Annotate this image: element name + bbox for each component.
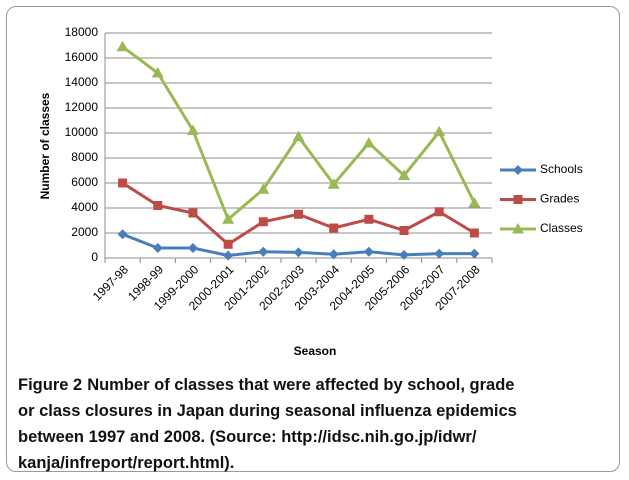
data-point xyxy=(434,248,445,259)
data-point xyxy=(222,213,235,224)
caption-label: Figure 2 xyxy=(18,376,83,394)
y-tick-label: 0 xyxy=(91,250,98,264)
data-point xyxy=(152,243,163,253)
data-point xyxy=(329,223,339,233)
y-tick-label: 4000 xyxy=(71,200,98,214)
data-point xyxy=(117,229,128,240)
y-axis-label: Number of classes xyxy=(38,92,52,199)
data-point xyxy=(258,217,268,227)
y-tick-label: 2000 xyxy=(71,225,98,239)
data-point xyxy=(468,197,481,208)
chart: Number of classes Season 0 2000 4000 6000 80… xyxy=(38,25,583,358)
legend-marker xyxy=(513,165,523,175)
data-point xyxy=(186,124,199,135)
y-tick-label: 12000 xyxy=(65,100,99,114)
data-point xyxy=(292,130,305,142)
data-point xyxy=(434,207,444,217)
caption-line: kanja/infreport/report.html). xyxy=(18,454,235,472)
data-point xyxy=(469,248,480,259)
data-point xyxy=(188,208,198,218)
y-tick-label: 16000 xyxy=(65,50,99,64)
figure-frame xyxy=(6,6,620,472)
data-point xyxy=(294,209,303,219)
legend-marker xyxy=(513,195,523,204)
legend-label: Schools xyxy=(540,162,583,176)
legend-label: Grades xyxy=(540,192,579,206)
data-point xyxy=(399,226,409,235)
data-point xyxy=(364,214,374,224)
data-point xyxy=(398,169,411,180)
caption-line: or class closures in Japan during season… xyxy=(18,402,517,420)
data-point xyxy=(433,125,446,137)
caption-line: between 1997 and 2008. (Source: http://i… xyxy=(18,428,477,446)
data-point xyxy=(399,249,410,260)
data-point xyxy=(363,246,374,257)
x-tick-label: 1997-98 xyxy=(90,262,131,303)
y-tick-label: 8000 xyxy=(71,150,98,164)
caption-line: Figure 2 Number of classes that were affe… xyxy=(18,372,618,398)
data-point xyxy=(223,239,233,249)
data-point xyxy=(187,243,198,253)
data-point xyxy=(223,250,234,261)
caption-text: Number of classes that were affected by … xyxy=(87,376,515,394)
y-tick-label: 10000 xyxy=(65,125,99,139)
y-tick-label: 14000 xyxy=(65,75,99,89)
caption: Figure 2 Number of classes that were affe… xyxy=(18,372,618,476)
data-point xyxy=(327,178,340,189)
data-point xyxy=(293,247,304,258)
x-axis-label: Season xyxy=(294,344,337,358)
legend-label: Classes xyxy=(540,221,583,235)
data-point xyxy=(151,67,164,78)
data-point xyxy=(362,137,375,148)
data-point xyxy=(116,40,129,52)
y-tick-label: 6000 xyxy=(71,175,98,189)
y-tick-label: 18000 xyxy=(65,25,99,39)
data-point xyxy=(469,228,479,238)
legend-marker xyxy=(512,223,524,234)
data-point xyxy=(258,246,269,257)
data-point xyxy=(257,183,270,194)
data-point xyxy=(118,178,128,188)
data-point xyxy=(328,249,339,260)
data-point xyxy=(153,201,163,210)
